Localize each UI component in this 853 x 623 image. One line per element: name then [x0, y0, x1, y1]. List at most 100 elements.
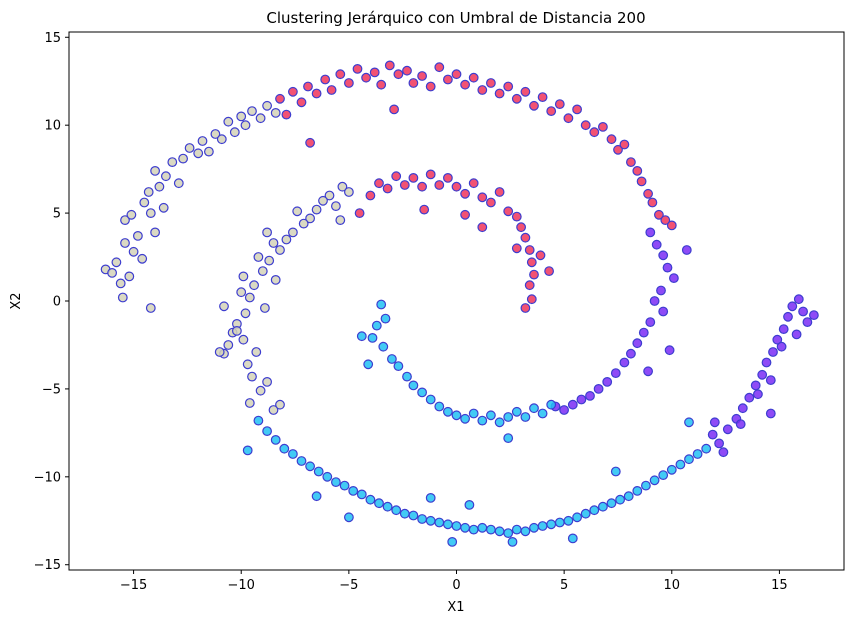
scatter-point [382, 183, 393, 194]
scatter-point [606, 498, 617, 509]
points-layer [100, 60, 819, 547]
scatter-point [572, 104, 582, 115]
scatter-point [507, 537, 518, 547]
scatter-point [443, 519, 453, 530]
scatter-point [559, 405, 569, 415]
y-axis-label: X2 [9, 292, 24, 309]
scatter-point [660, 215, 671, 226]
scatter-point [240, 120, 251, 131]
y-tick-label: 5 [53, 207, 61, 222]
scatter-point [567, 399, 578, 410]
scatter-point [376, 299, 387, 310]
scatter-point [477, 192, 488, 203]
scatter-point [651, 239, 662, 250]
scatter-point [529, 522, 539, 533]
scatter-point [718, 447, 729, 458]
scatter-point [645, 227, 656, 238]
scatter-point [160, 171, 171, 182]
y-tick-label: 15 [44, 31, 61, 46]
scatter-point [262, 100, 273, 111]
scatter-point [460, 413, 471, 424]
scatter-point [318, 195, 328, 206]
scatter-point [632, 486, 643, 496]
plot-area [68, 31, 845, 571]
scatter-point [253, 415, 264, 426]
chart-title: Clustering Jerárquico con Umbral de Dist… [266, 9, 645, 27]
scatter-point [425, 394, 436, 405]
scatter-point [365, 494, 376, 505]
scatter-point [313, 466, 324, 477]
scatter-point [554, 517, 565, 528]
scatter-point [348, 486, 359, 496]
scatter-point [231, 326, 242, 336]
x-tick-label: −15 [120, 578, 147, 593]
scatter-point [352, 63, 363, 74]
scatter-point [511, 243, 522, 254]
scatter-point [184, 143, 195, 153]
scatter-point [331, 477, 341, 488]
scatter-point [643, 188, 653, 199]
scatter-point [626, 348, 636, 359]
scatter-point [669, 273, 679, 284]
y-tick-label: −10 [34, 470, 61, 485]
scatter-point [288, 449, 298, 459]
scatter-point [477, 522, 488, 533]
scatter-point [251, 347, 262, 357]
scatter-point [107, 268, 117, 278]
scatter-point [580, 120, 591, 131]
scatter-point [242, 359, 253, 370]
y-tick-label: 0 [53, 295, 61, 310]
scatter-point [399, 180, 410, 190]
scatter-point [750, 380, 761, 391]
scatter-point [585, 391, 595, 401]
scatter-point [275, 93, 285, 104]
scatter-point [460, 188, 471, 199]
scatter-point [606, 134, 617, 145]
scatter-point [262, 377, 273, 387]
scatter-point [554, 99, 565, 109]
scatter-point [331, 201, 341, 212]
scatter-point [563, 515, 574, 526]
scatter-point [684, 454, 694, 465]
scatter-point [279, 443, 290, 454]
scatter-point [425, 493, 436, 503]
scatter-point [684, 417, 694, 428]
x-tick-label: 15 [771, 578, 788, 593]
scatter-point [802, 317, 813, 328]
scatter-point [451, 521, 462, 531]
scatter-point [645, 317, 656, 328]
scatter-point [303, 81, 313, 92]
scatter-point [115, 278, 126, 289]
scatter-point [139, 197, 150, 208]
scatter-point [546, 399, 557, 410]
scatter-point [576, 394, 587, 405]
scatter-point [145, 208, 156, 219]
scatter-point [382, 501, 393, 512]
x-tick-label: 0 [452, 578, 460, 593]
scatter-point [791, 329, 802, 340]
scatter-point [387, 354, 397, 364]
scatter-point [707, 429, 718, 440]
scatter-point [150, 227, 161, 238]
scatter-point [626, 157, 636, 168]
scatter-point [709, 417, 720, 428]
scatter-point [460, 79, 471, 90]
scatter-point [776, 341, 787, 352]
scatter-point [494, 526, 505, 537]
scatter-point [468, 178, 479, 189]
scatter-point [320, 74, 331, 85]
scatter-point [641, 480, 651, 491]
scatter-point [417, 514, 428, 524]
scatter-point [275, 399, 285, 410]
scatter-point [242, 445, 253, 456]
scatter-point [468, 524, 479, 535]
scatter-point [393, 361, 404, 372]
scatter-point [623, 491, 634, 502]
scatter-point [324, 190, 335, 201]
scatter-point [486, 197, 496, 208]
scatter-point [361, 72, 372, 83]
scatter-point [371, 320, 382, 331]
scatter-point [238, 271, 249, 282]
scatter-point [288, 86, 298, 97]
scatter-point [486, 524, 496, 535]
